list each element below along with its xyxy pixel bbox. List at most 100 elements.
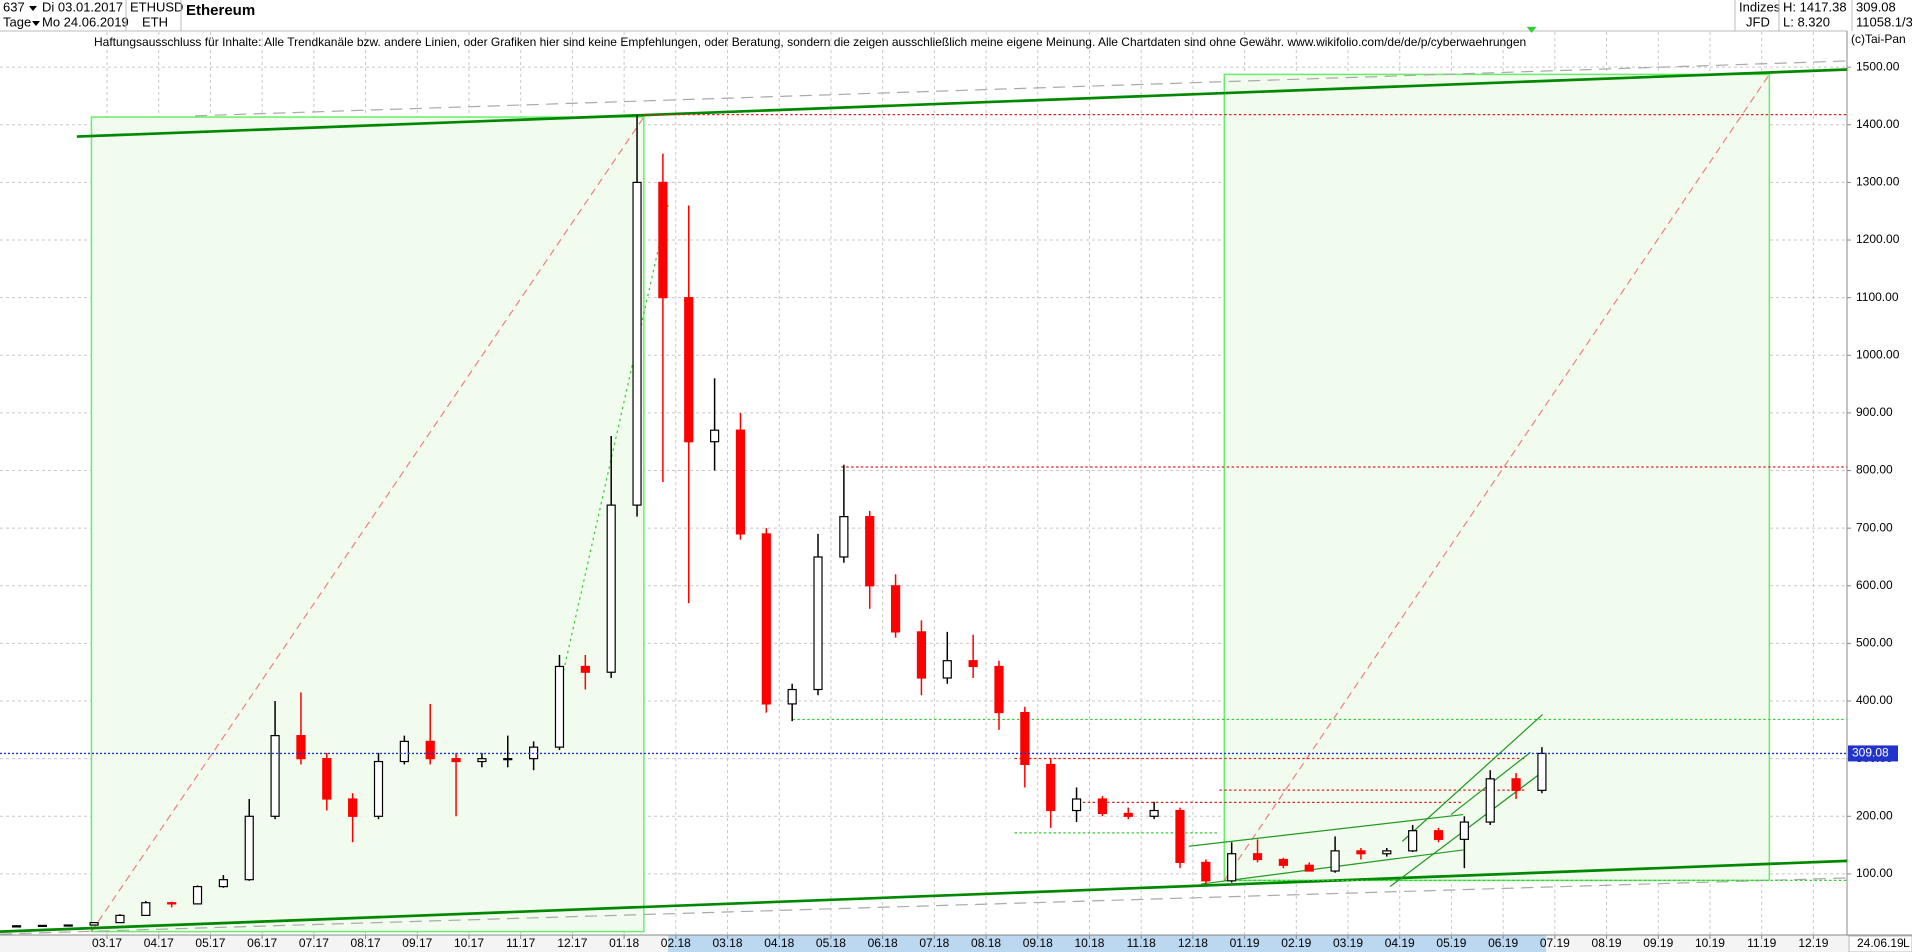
candle-body: [839, 516, 849, 558]
box-annotation: [1223, 73, 1771, 882]
x-tick-label: 11.17: [506, 936, 535, 950]
candle-body: [606, 504, 616, 673]
x-tick-label: 06.19: [1488, 936, 1518, 950]
diagonal: [1223, 74, 1770, 881]
x-tick-label: 06.18: [868, 936, 898, 950]
count[interactable]: 637: [3, 0, 25, 14]
channel-line: [1188, 813, 1464, 847]
guide-line: [0, 877, 1848, 935]
candle-body: [1356, 850, 1366, 855]
candle-body: [1227, 853, 1237, 882]
candle-body: [1330, 850, 1340, 872]
candle-body: [1046, 763, 1056, 812]
candle-body: [451, 758, 461, 763]
candle-body: [890, 585, 901, 633]
diagonal: [560, 204, 669, 683]
date-box: [1848, 935, 1912, 952]
candle-body: [1123, 812, 1133, 817]
x-tick-label: 11.18: [1127, 936, 1156, 950]
candle-body: [1149, 809, 1159, 817]
market: Indizes: [1739, 0, 1781, 14]
y-tick-label: 1300.00: [1856, 175, 1900, 189]
low-value: L: 8.320: [1783, 14, 1830, 29]
candle-body: [192, 885, 203, 905]
copyright: (c)Tai-Pan: [1851, 32, 1906, 46]
candle-body: [425, 740, 435, 760]
y-tick-label: 700.00: [1856, 520, 1893, 534]
x-tick-label: 11.19: [1747, 936, 1776, 950]
candle-body: [761, 533, 771, 705]
axis-date: 24.06.19: [1857, 936, 1904, 950]
x-tick-label: 07.18: [919, 936, 949, 950]
dropdown-icon[interactable]: [32, 21, 40, 26]
candle-body: [37, 924, 48, 927]
marker: [1526, 26, 1537, 33]
y-tick-label: 1200.00: [1856, 232, 1900, 246]
extra-value: 11058.1/3: [1856, 14, 1912, 29]
y-tick-label: 1500.00: [1856, 59, 1900, 73]
channel-line: [1401, 714, 1543, 842]
candle-body: [916, 631, 927, 679]
candle-body: [942, 660, 952, 679]
y-tick-label: 1100.00: [1856, 290, 1899, 304]
x-tick-label: 07.19: [1540, 936, 1570, 950]
candle-body: [477, 758, 487, 763]
candle-body: [710, 429, 720, 443]
candle-body: [994, 665, 1004, 714]
x-tick-label: 12.17: [557, 936, 587, 950]
y-tick-label: 900.00: [1856, 405, 1893, 419]
last-value: 309.08: [1856, 0, 1896, 14]
annotations: [0, 26, 1848, 935]
y-tick-label: 1000.00: [1856, 347, 1900, 361]
candles: [0, 114, 1847, 928]
start-date: Di 03.01.2017: [42, 0, 123, 14]
period[interactable]: Tage: [3, 14, 31, 29]
candle-body: [1252, 853, 1263, 861]
candle-body: [1537, 752, 1547, 791]
guide-line: [195, 60, 1848, 117]
candle-body: [865, 516, 875, 587]
x-tick-label: 02.18: [661, 936, 691, 950]
x-tick-label: 08.18: [971, 936, 1001, 950]
x-tick-label: 01.18: [609, 936, 639, 950]
candle-body: [1097, 798, 1108, 815]
candle-body: [1201, 861, 1211, 882]
header-bar: [0, 0, 1912, 31]
candle-body: [554, 665, 565, 748]
end-date: Mo 24.06.2019: [42, 14, 129, 29]
instrument-name: Ethereum: [186, 2, 255, 19]
axis-mode: L: [1903, 936, 1910, 950]
candle-body: [115, 914, 125, 924]
x-tick-label: 10.19: [1695, 936, 1725, 950]
candle-body: [1459, 821, 1469, 840]
candle-body: [141, 902, 151, 917]
candle-body: [11, 925, 22, 928]
x-tick-label: 05.17: [195, 936, 225, 950]
last-price-label: 309.08: [1852, 746, 1889, 760]
candle-body: [1511, 778, 1521, 791]
disclaimer: Haftungsausschluss für Inhalte: Alle Tre…: [94, 35, 1526, 49]
y-tick-label: 200.00: [1856, 808, 1893, 822]
x-tick-label: 07.17: [299, 936, 329, 950]
x-tick-label: 03.17: [92, 936, 122, 950]
x-tick-label: 03.19: [1333, 936, 1363, 950]
candle-body: [1433, 830, 1444, 840]
candle-body: [503, 758, 513, 761]
candle-body: [63, 924, 73, 927]
candle-body: [399, 740, 409, 763]
dropdown-icon[interactable]: [29, 6, 37, 11]
candle-body: [658, 181, 668, 299]
x-tick-label: 08.19: [1592, 936, 1622, 950]
candle-body: [296, 735, 306, 760]
candle-body: [787, 688, 797, 705]
y-tick-label: 400.00: [1856, 693, 1893, 707]
y-tick-label: 600.00: [1856, 578, 1893, 592]
x-tick-label: 04.18: [764, 936, 794, 950]
candle-body: [1175, 809, 1185, 863]
x-tick-label: 12.18: [1178, 936, 1208, 950]
candle-body: [735, 429, 746, 535]
trend-line: [76, 68, 1848, 138]
x-tick-label: 09.18: [1023, 936, 1053, 950]
candle-body: [167, 902, 177, 905]
